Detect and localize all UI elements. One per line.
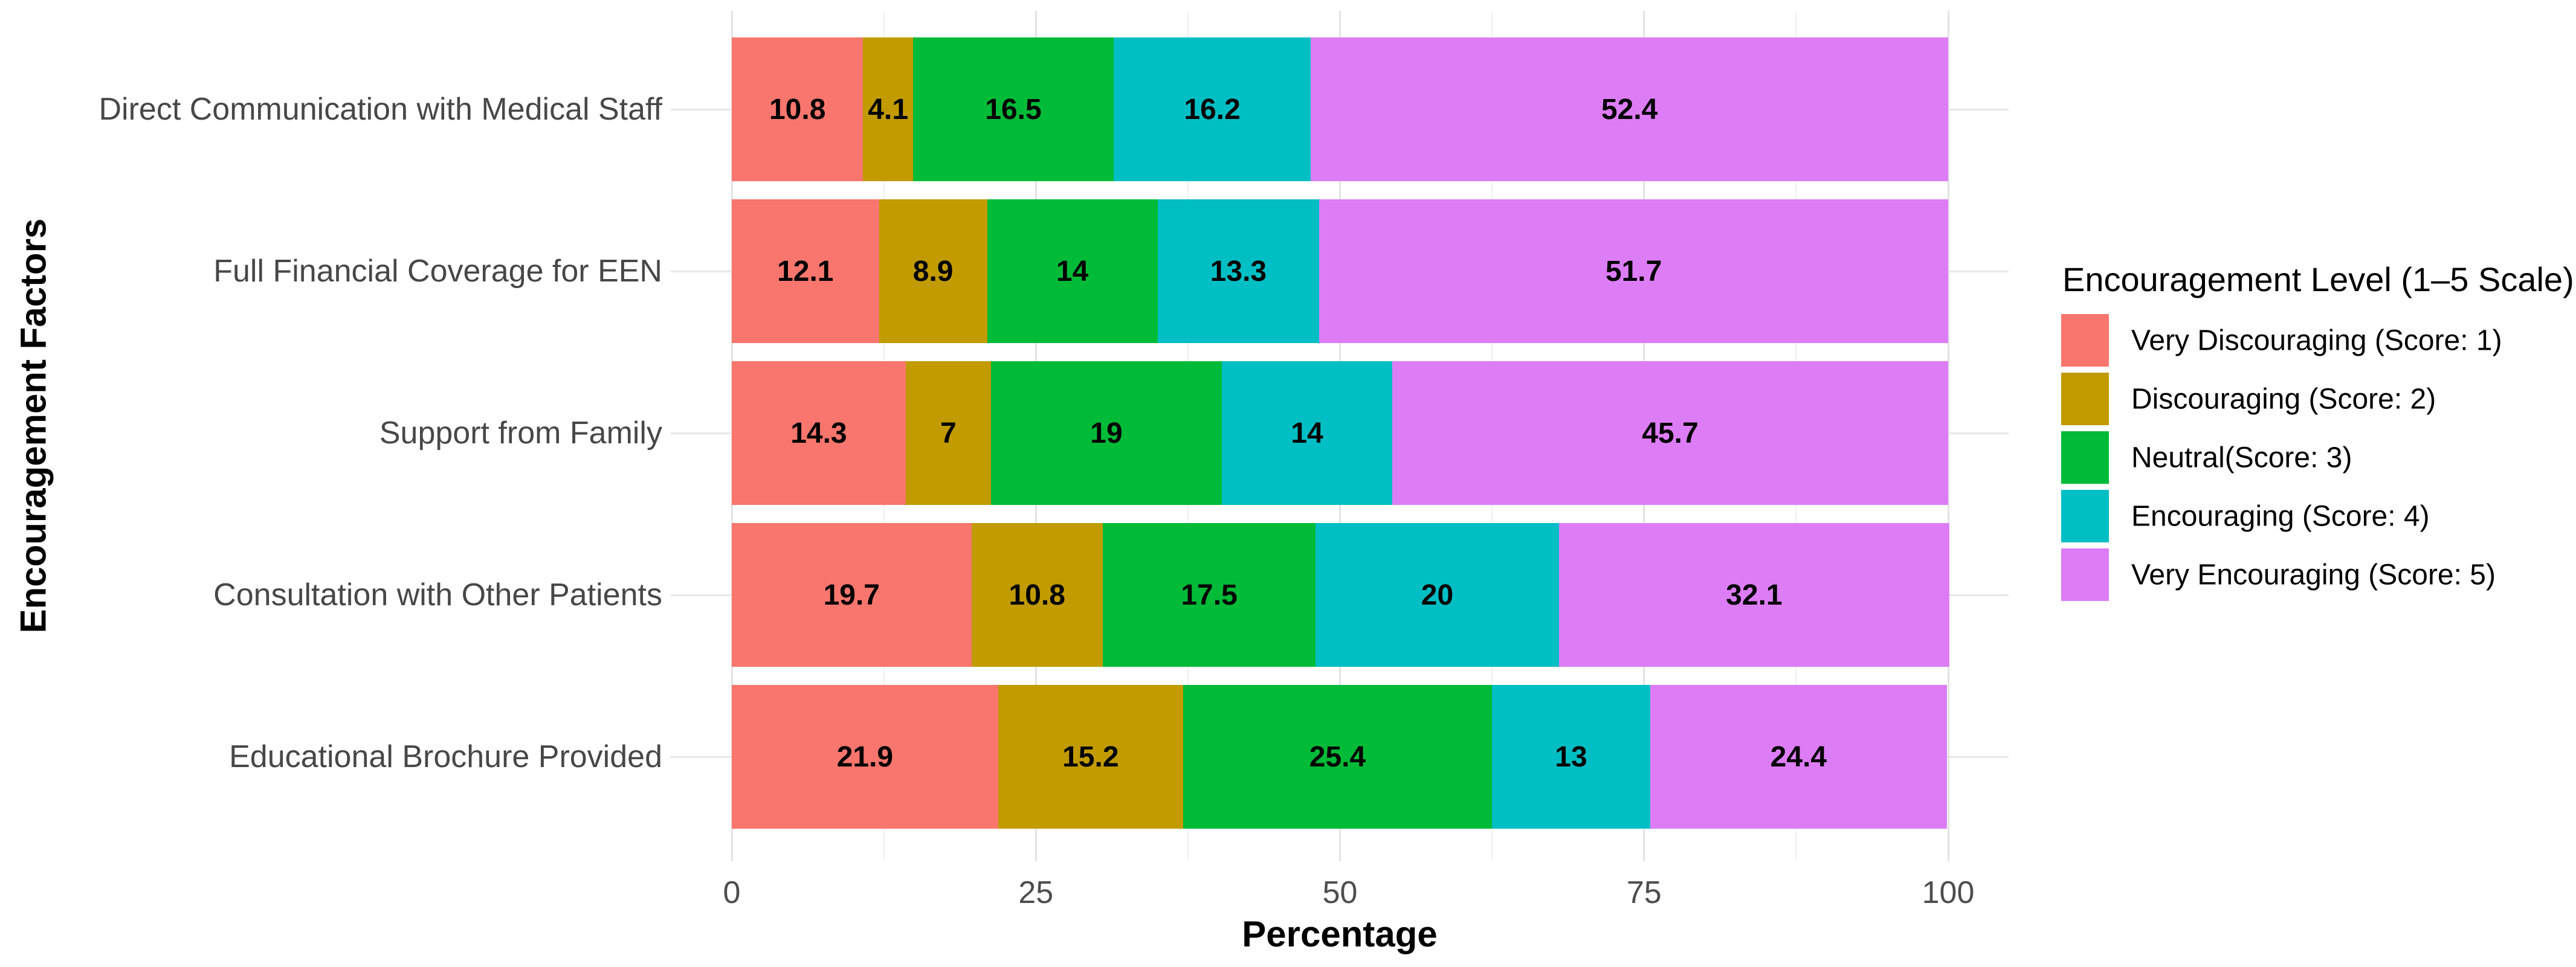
bar-value-label: 51.7: [1605, 255, 1662, 288]
legend-item-label: Neutral(Score: 3): [2131, 442, 2352, 474]
bar-segment: 51.7: [1319, 199, 1948, 343]
x-axis-title: Percentage: [1242, 914, 1438, 954]
bar-segment: 16.5: [912, 37, 1114, 181]
bar-row: 14.3 7 19 14 45.7: [732, 361, 1948, 505]
legend-swatch: [2061, 490, 2109, 542]
bar-segment: 21.9: [732, 685, 998, 829]
category-label: Direct Communication with Medical Staff: [98, 92, 663, 127]
bar-segment: 12.1: [732, 199, 879, 343]
bar-value-label: 12.1: [777, 255, 834, 288]
legend-swatch: [2061, 431, 2109, 484]
bar-row: 10.8 4.1 16.5 16.2 52.4: [732, 37, 1948, 181]
bar-segment: 14.3: [732, 361, 906, 505]
bar-value-label: 25.4: [1309, 741, 1366, 773]
bar-segment: 14: [1222, 361, 1393, 505]
bar-row: 12.1 8.9 14 13.3 51.7: [732, 199, 1948, 343]
legend-item-label: Very Encouraging (Score: 5): [2131, 559, 2496, 591]
bar-row: 19.7 10.8 17.5 20 32.1: [732, 523, 1949, 667]
legend-item-label: Discouraging (Score: 2): [2131, 383, 2436, 415]
bar-segment: 14: [987, 199, 1158, 343]
bar-value-label: 45.7: [1642, 417, 1699, 449]
bar-value-label: 13.3: [1210, 255, 1267, 288]
bar-value-label: 14: [1056, 255, 1089, 288]
bar-value-label: 17.5: [1181, 579, 1238, 611]
bar-value-label: 20: [1421, 579, 1454, 611]
category-label: Consultation with Other Patients: [213, 577, 662, 612]
bar-segment: 13: [1492, 685, 1650, 829]
bar-value-label: 7: [940, 417, 957, 449]
bar-segment: 7: [905, 361, 991, 505]
bar-segment: 10.8: [971, 523, 1103, 667]
y-axis-title: Encouragement Factors: [13, 218, 54, 634]
bar-value-label: 15.2: [1062, 741, 1119, 773]
bar-segment: 10.8: [732, 37, 864, 181]
bar-value-label: 52.4: [1601, 93, 1658, 126]
legend-swatch: [2061, 548, 2109, 601]
category-label: Support from Family: [379, 416, 662, 451]
legend-swatch: [2061, 314, 2109, 367]
bar-segment: 45.7: [1392, 361, 1948, 505]
legend-item-label: Very Discouraging (Score: 1): [2131, 324, 2502, 356]
bar-segment: 24.4: [1650, 685, 1947, 829]
bar-value-label: 14: [1291, 417, 1323, 449]
x-tick-label: 100: [1922, 875, 1975, 910]
x-tick-label: 25: [1018, 875, 1054, 910]
legend-title: Encouragement Level (1–5 Scale): [2062, 260, 2574, 298]
bar-segment: 19.7: [732, 523, 972, 667]
bar-value-label: 14.3: [790, 417, 847, 449]
bar-value-label: 10.8: [1009, 579, 1065, 611]
gridline-major-vertical: [1947, 11, 1949, 861]
legend-swatch: [2061, 373, 2109, 425]
x-tick-label: 75: [1626, 875, 1662, 910]
bar-segment: 20: [1315, 523, 1559, 667]
bar-segment: 16.2: [1114, 37, 1311, 181]
bar-segment: 19: [990, 361, 1222, 505]
bar-value-label: 8.9: [912, 255, 954, 288]
bar-value-label: 24.4: [1770, 741, 1827, 773]
bar-value-label: 16.5: [985, 93, 1042, 126]
bar-segment: 8.9: [879, 199, 987, 343]
category-label: Educational Brochure Provided: [229, 739, 662, 774]
bar-value-label: 32.1: [1726, 579, 1783, 611]
category-label: Full Financial Coverage for EEN: [213, 254, 662, 289]
bar-segment: 52.4: [1311, 37, 1948, 181]
bar-value-label: 13: [1555, 741, 1587, 773]
bar-segment: 17.5: [1102, 523, 1316, 667]
plot-panel: 10.8 4.1 16.5 16.2 52.4 12.1 8.9 14 13.3 51.7 14.3…: [671, 11, 2009, 861]
bar-value-label: 19: [1090, 417, 1123, 449]
bar-value-label: 16.2: [1184, 93, 1241, 126]
bar-value-label: 19.7: [823, 579, 880, 611]
x-tick-label: 50: [1322, 875, 1358, 910]
bar-value-label: 10.8: [769, 93, 826, 126]
bar-segment: 25.4: [1183, 685, 1493, 829]
bar-segment: 4.1: [863, 37, 913, 181]
legend-item-label: Encouraging (Score: 4): [2131, 500, 2430, 532]
bar-row: 21.9 15.2 25.4 13 24.4: [732, 685, 1947, 829]
x-tick-label: 0: [723, 875, 741, 910]
bar-value-label: 4.1: [868, 93, 909, 126]
bar-segment: 32.1: [1558, 523, 1949, 667]
bar-value-label: 21.9: [836, 741, 894, 773]
bar-segment: 13.3: [1157, 199, 1320, 343]
bar-segment: 15.2: [998, 685, 1183, 829]
